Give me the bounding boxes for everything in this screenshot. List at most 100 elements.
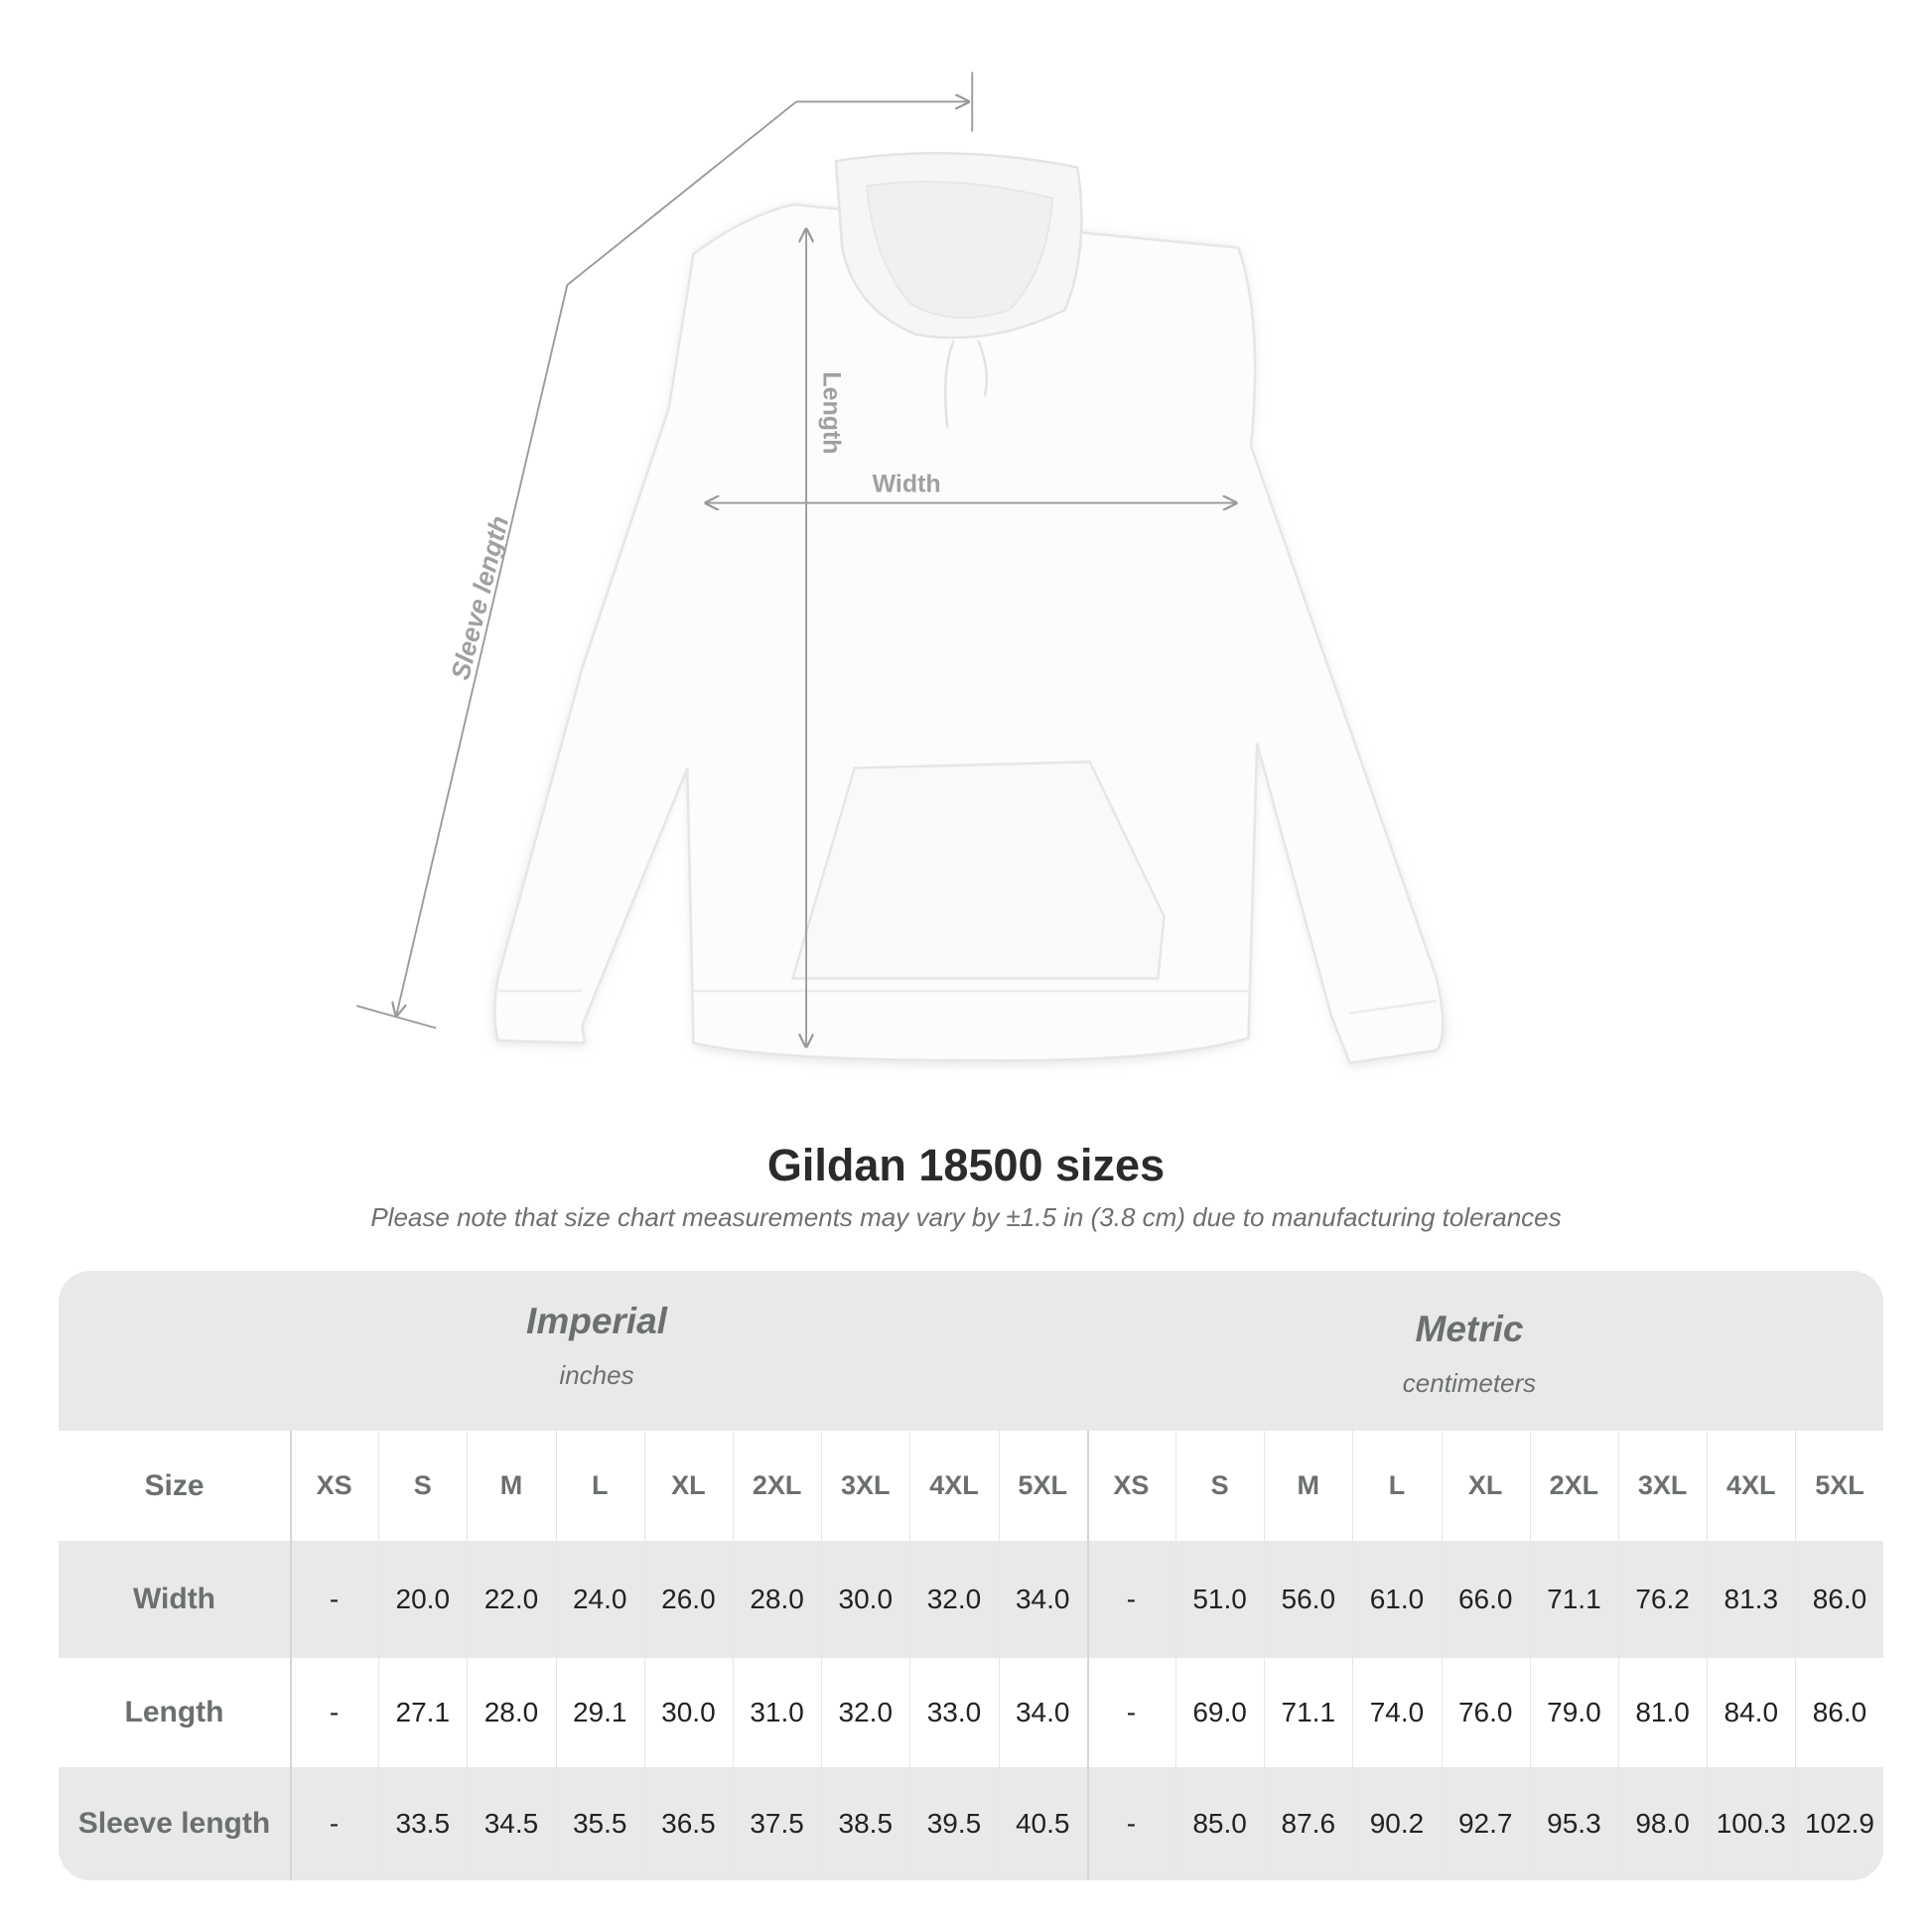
size-column-header: S	[413, 1470, 432, 1500]
column-divider	[1618, 1431, 1619, 1880]
size-column-header: L	[591, 1470, 609, 1500]
table-cell: -	[1126, 1808, 1137, 1839]
column-divider	[1086, 1431, 1089, 1880]
size-column-header: S	[1210, 1470, 1229, 1500]
table-cell: 95.3	[1547, 1808, 1601, 1839]
table-cell: -	[1126, 1697, 1137, 1727]
column-divider	[290, 1431, 292, 1880]
size-table: Imperial inches Metric centimeters Size X…	[59, 1271, 1883, 1880]
table-cell: 34.0	[1015, 1697, 1070, 1727]
sleeve-length-line	[396, 100, 797, 1016]
table-cell: 74.0	[1369, 1697, 1425, 1727]
column-divider	[1264, 1431, 1266, 1880]
column-divider	[1707, 1431, 1709, 1880]
table-cell: 33.0	[926, 1697, 982, 1727]
column-divider	[1352, 1431, 1354, 1880]
table-cell: 32.0	[838, 1697, 894, 1727]
metric-header: Metric centimeters	[1221, 1309, 1718, 1399]
size-column-header: L	[1388, 1470, 1406, 1500]
size-column-header: 5XL	[1815, 1470, 1864, 1500]
column-divider	[1529, 1431, 1531, 1880]
table-cell: 92.7	[1457, 1808, 1513, 1839]
size-column-header: 5XL	[1018, 1470, 1067, 1500]
table-cell: 71.1	[1281, 1697, 1336, 1727]
table-cell: 81.0	[1635, 1697, 1690, 1727]
table-cell: 98.0	[1635, 1808, 1690, 1839]
size-column-header: XS	[316, 1470, 352, 1500]
table-cell: 22.0	[483, 1584, 539, 1614]
row-label: Width	[132, 1583, 216, 1615]
table-cell: 61.0	[1369, 1584, 1425, 1614]
column-divider	[467, 1431, 469, 1880]
size-column-header: 2XL	[752, 1470, 802, 1500]
imperial-title: Imperial	[526, 1301, 667, 1341]
table-cell: 39.5	[926, 1808, 982, 1839]
sleeve-length-label: Sleeve length	[445, 513, 514, 683]
size-column-header: XL	[1467, 1470, 1503, 1500]
size-column-header: XL	[671, 1470, 706, 1500]
column-divider	[1175, 1431, 1176, 1880]
imperial-header: Imperial inches	[348, 1301, 845, 1391]
table-cell: 35.5	[572, 1808, 627, 1839]
column-divider	[733, 1431, 734, 1880]
table-cell: 85.0	[1192, 1808, 1247, 1839]
row-band	[59, 1541, 1883, 1658]
page-title: Gildan 18500 sizes	[766, 1140, 1166, 1190]
table-cell: 28.0	[483, 1697, 539, 1727]
sleeve-bottom-tick	[356, 1005, 437, 1030]
table-cell: 79.0	[1547, 1697, 1601, 1727]
size-column-header: 3XL	[1637, 1470, 1688, 1500]
row-band	[59, 1767, 1883, 1880]
table-cell: 86.0	[1812, 1584, 1867, 1614]
table-cell: -	[329, 1697, 340, 1727]
table-cell: 20.0	[395, 1584, 451, 1614]
measurement-lines	[356, 71, 1236, 1047]
table-cell: 34.0	[1015, 1584, 1070, 1614]
width-label: Width	[873, 470, 941, 497]
table-cell: 36.5	[661, 1808, 716, 1839]
table-cell: 87.6	[1281, 1808, 1336, 1839]
table-cell: 29.1	[572, 1697, 627, 1727]
table-cell: 86.0	[1812, 1697, 1867, 1727]
imperial-unit: inches	[559, 1360, 634, 1390]
table-cell: -	[329, 1808, 340, 1839]
table-cell: 30.0	[838, 1584, 894, 1614]
column-divider	[643, 1431, 645, 1880]
table-cell: 34.5	[483, 1808, 539, 1839]
table-cell: 56.0	[1281, 1584, 1336, 1614]
size-column-header: XS	[1113, 1470, 1150, 1500]
table-cell: 40.5	[1015, 1808, 1070, 1839]
table-cell: 51.0	[1192, 1584, 1247, 1614]
size-column-header: M	[1297, 1470, 1320, 1500]
size-column-header: 4XL	[1726, 1470, 1776, 1500]
tolerance-note: Please note that size chart measurements…	[370, 1202, 1562, 1232]
table-cell: 81.3	[1724, 1584, 1779, 1614]
column-divider	[909, 1431, 911, 1880]
table-cell: 26.0	[661, 1584, 716, 1614]
table-cell: 38.5	[838, 1808, 894, 1839]
table-cell: -	[329, 1584, 340, 1614]
table-cell: 84.0	[1724, 1697, 1779, 1727]
table-cell: 66.0	[1457, 1584, 1513, 1614]
table-cell: 32.0	[926, 1584, 982, 1614]
row-label: Sleeve length	[77, 1807, 271, 1840]
size-column-header: M	[499, 1470, 523, 1500]
table-cell: 76.2	[1635, 1584, 1690, 1614]
table-cell: 71.1	[1547, 1584, 1601, 1614]
table-cell: 90.2	[1369, 1808, 1425, 1839]
table-cell: 28.0	[750, 1584, 804, 1614]
table-cell: 69.0	[1192, 1697, 1247, 1727]
column-divider	[1441, 1431, 1443, 1880]
table-cell: 27.1	[395, 1697, 451, 1727]
length-label: Length	[818, 371, 846, 454]
row-label: Length	[124, 1696, 224, 1728]
table-cell: 37.5	[750, 1808, 804, 1839]
metric-title: Metric	[1415, 1309, 1524, 1349]
table-cell: 102.9	[1804, 1808, 1875, 1839]
column-divider	[555, 1431, 557, 1880]
size-column-header: 3XL	[841, 1470, 891, 1500]
table-cell: 31.0	[750, 1697, 804, 1727]
table-cell: 76.0	[1457, 1697, 1513, 1727]
table-cell: -	[1126, 1584, 1137, 1614]
size-column-header: 4XL	[929, 1470, 979, 1500]
